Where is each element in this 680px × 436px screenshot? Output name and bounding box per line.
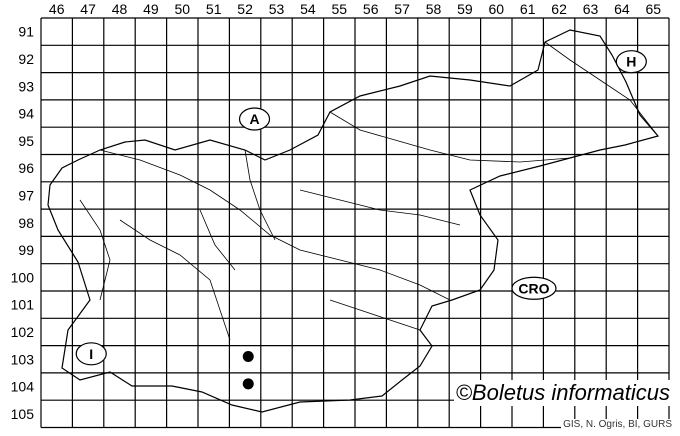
rivers	[79, 41, 659, 341]
column-label: 55	[332, 1, 348, 17]
column-label: 57	[394, 1, 410, 17]
column-label: 51	[206, 1, 222, 17]
column-label: 53	[269, 1, 285, 17]
source-text: GIS, N. Ogris, BI, GURS	[561, 419, 674, 430]
row-label: 93	[18, 78, 34, 94]
country-label-a: A	[249, 111, 259, 127]
column-label: 60	[489, 1, 505, 17]
row-label: 92	[18, 51, 34, 67]
credit-text: ©Boletus informaticus	[453, 380, 672, 406]
column-label: 56	[363, 1, 379, 17]
country-label-oval	[238, 107, 271, 131]
row-label: 96	[18, 160, 34, 176]
column-label: 61	[520, 1, 536, 17]
country-label-cro: CRO	[518, 280, 549, 296]
column-label: 46	[49, 1, 65, 17]
row-label: 97	[18, 187, 34, 203]
column-label: 62	[551, 1, 567, 17]
country-labels: A H CRO I	[75, 50, 647, 366]
column-label: 48	[112, 1, 128, 17]
column-label: 63	[583, 1, 599, 17]
row-label: 100	[11, 269, 35, 285]
row-label: 103	[11, 351, 35, 367]
record-point	[242, 378, 254, 390]
grid-lines	[40, 17, 670, 429]
row-label: 91	[18, 24, 34, 40]
row-label: 95	[18, 133, 34, 149]
row-label: 99	[18, 242, 34, 258]
country-label-oval	[615, 50, 647, 74]
row-labels: 91 92 93 94 95 96 97 98 99 100 101 102 103 104 105	[11, 24, 35, 422]
column-labels: 46 47 48 49 50 51 52 53 54 55 56 57 58 59 60 61 62 63 64 65	[49, 1, 661, 17]
record-points	[242, 351, 254, 390]
column-label: 47	[80, 1, 96, 17]
country-label-i: I	[89, 346, 93, 362]
country-label-oval	[511, 276, 557, 300]
record-point	[242, 351, 254, 363]
column-label: 59	[457, 1, 473, 17]
country-label-h: H	[626, 54, 636, 70]
column-label: 64	[614, 1, 630, 17]
column-label: 54	[300, 1, 316, 17]
row-label: 101	[11, 297, 35, 313]
row-label: 98	[18, 215, 34, 231]
column-label: 49	[143, 1, 159, 17]
column-label: 52	[237, 1, 253, 17]
row-label: 105	[11, 406, 35, 422]
row-label: 94	[18, 106, 34, 122]
column-label: 65	[646, 1, 662, 17]
row-label: 104	[11, 379, 35, 395]
country-label-oval	[75, 342, 107, 366]
country-border	[47, 29, 660, 413]
column-label: 58	[426, 1, 442, 17]
column-label: 50	[175, 1, 191, 17]
row-label: 102	[11, 324, 35, 340]
